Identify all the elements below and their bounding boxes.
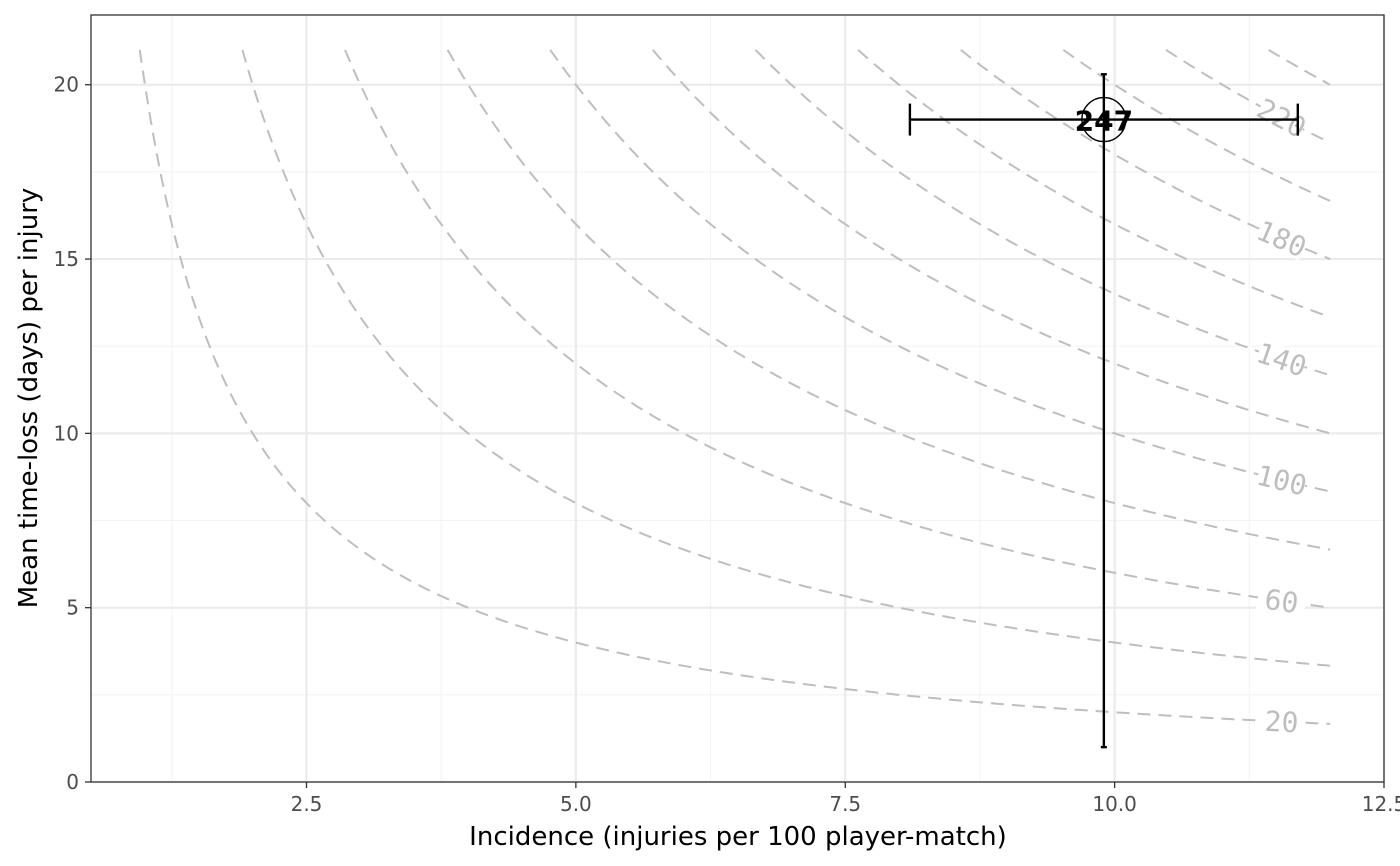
- contour-line-120: [652, 49, 1331, 435]
- contour-label-bg: [1254, 339, 1309, 380]
- contour-label-bg: [1254, 217, 1309, 261]
- error-bars: [908, 73, 1300, 749]
- x-tick-label: 2.5: [291, 792, 323, 816]
- contour-line-40: [241, 49, 1331, 667]
- y-tick-label: 0: [66, 770, 79, 794]
- contour-line-200: [1062, 49, 1331, 202]
- y-tick-label: 5: [66, 596, 79, 620]
- contour-line-80: [446, 49, 1331, 551]
- contour-label-bg: [1257, 707, 1307, 736]
- x-tick-label: 10.0: [1092, 792, 1137, 816]
- contour-line-20: [138, 49, 1331, 725]
- y-tick-label: 10: [54, 421, 79, 445]
- contour-line-100: [549, 49, 1331, 493]
- contour-label-bg: [1254, 95, 1309, 141]
- data-point-circle: [1081, 96, 1127, 143]
- panel-border: [90, 14, 1385, 783]
- y-tick-label: 20: [54, 73, 79, 97]
- contour-label-bg: [1255, 461, 1309, 499]
- data-point-label: 247: [1075, 105, 1133, 138]
- contour-line-140: [754, 49, 1331, 377]
- contour-label-bg: [1256, 584, 1308, 618]
- y-axis-title: Mean time-loss (days) per injury: [14, 188, 44, 609]
- contour-line-60: [344, 49, 1331, 609]
- data-points: 247: [1075, 96, 1133, 143]
- contour-label-20: 20: [1264, 705, 1299, 740]
- x-tick-label: 7.5: [829, 792, 861, 816]
- x-tick-label: 12.5: [1362, 792, 1400, 816]
- contour-line-240: [1268, 49, 1331, 86]
- y-axis-ticks: 0 5 10 15 20: [54, 73, 91, 794]
- x-axis-title: Incidence (injuries per 100 player-match…: [469, 822, 1007, 852]
- y-tick-label: 15: [54, 247, 79, 271]
- contour-label-60: 60: [1263, 583, 1301, 621]
- x-axis-ticks: 2.5 5.0 7.5 10.0 12.5: [291, 782, 1400, 816]
- x-tick-label: 5.0: [560, 792, 592, 816]
